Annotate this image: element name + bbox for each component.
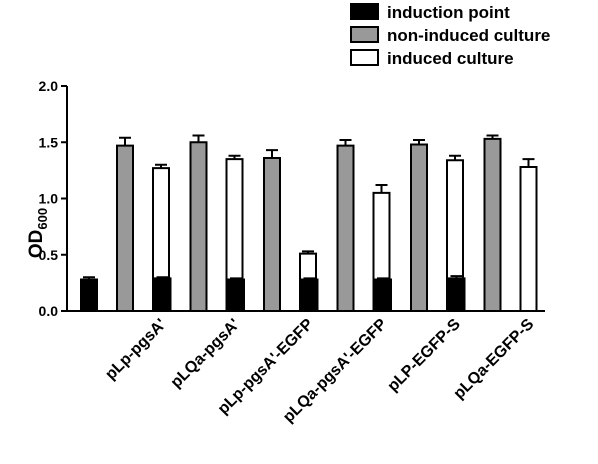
y-tick-label: 1.0 <box>39 191 59 207</box>
bar <box>300 278 319 312</box>
legend-label: induced culture <box>387 49 514 68</box>
y-axis-label-main: OD <box>26 230 47 259</box>
y-tick-label: 2.0 <box>39 78 59 94</box>
x-category-label: pLP-EGFP-S <box>385 316 465 396</box>
legend-swatch <box>350 3 379 20</box>
bar <box>410 143 428 312</box>
x-category-labels: pLp-pgsA'pLQa-pgsA'pLp-pgsA'-EGFPpLQa-pg… <box>102 316 537 426</box>
x-category-label: pLp-pgsA' <box>102 316 169 383</box>
bar <box>336 144 355 312</box>
plot-area <box>80 134 538 312</box>
legend: induction point non-induced culture induce… <box>350 3 550 68</box>
x-category-label: pLQa-pgsA' <box>168 316 244 392</box>
legend-swatch <box>350 49 379 66</box>
bar <box>519 166 538 312</box>
bar <box>447 277 466 312</box>
bar <box>374 278 392 312</box>
bar <box>153 277 172 312</box>
bar <box>483 137 502 312</box>
y-tick-label: 0.5 <box>39 247 59 263</box>
bar <box>80 278 98 312</box>
y-axis-label: OD600 <box>26 208 50 258</box>
bar <box>227 278 245 312</box>
y-tick-label: 0.0 <box>39 303 59 319</box>
x-category-label: pLQa-EGFP-S <box>451 316 538 403</box>
legend-label: non-induced culture <box>387 26 550 45</box>
y-tick-label: 1.5 <box>39 134 59 150</box>
legend-swatch <box>350 26 379 43</box>
y-axis-label-subscript: 600 <box>35 208 50 230</box>
legend-label: induction point <box>387 3 510 22</box>
bar <box>263 157 281 312</box>
bar <box>116 144 134 312</box>
y-ticks: 0.0 0.5 1.0 1.5 2.0 <box>39 78 67 319</box>
bar <box>189 141 208 312</box>
